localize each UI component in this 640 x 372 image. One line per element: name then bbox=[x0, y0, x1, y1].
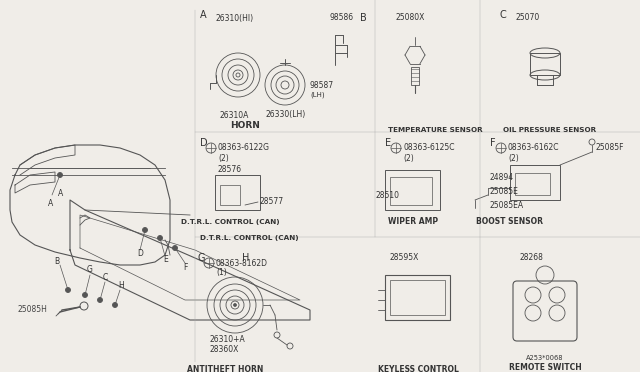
Text: 28595X: 28595X bbox=[390, 253, 419, 263]
Circle shape bbox=[113, 302, 118, 308]
Text: 25070: 25070 bbox=[515, 13, 540, 22]
Text: ANTITHEFT HORN: ANTITHEFT HORN bbox=[187, 366, 263, 372]
Text: D: D bbox=[200, 138, 207, 148]
Text: F: F bbox=[183, 263, 188, 272]
Text: 26330(LH): 26330(LH) bbox=[265, 110, 305, 119]
Text: (2): (2) bbox=[218, 154, 228, 163]
Text: E: E bbox=[385, 138, 391, 148]
Bar bbox=[390, 177, 432, 205]
Text: B: B bbox=[360, 13, 367, 23]
Text: 28268: 28268 bbox=[520, 253, 544, 263]
Text: (1): (1) bbox=[216, 269, 227, 278]
Bar bbox=[215, 175, 260, 210]
Text: C: C bbox=[103, 273, 108, 282]
Text: 98587: 98587 bbox=[310, 80, 334, 90]
Text: A253*0068: A253*0068 bbox=[526, 355, 564, 361]
Text: D.T.R.L. CONTROL (CAN): D.T.R.L. CONTROL (CAN) bbox=[180, 219, 279, 225]
Text: TEMPERATURE SENSOR: TEMPERATURE SENSOR bbox=[388, 127, 483, 133]
Text: D.T.R.L. CONTROL (CAN): D.T.R.L. CONTROL (CAN) bbox=[200, 235, 299, 241]
Text: 26310A: 26310A bbox=[220, 110, 250, 119]
Text: G: G bbox=[87, 266, 93, 275]
Text: 08363-8162D: 08363-8162D bbox=[216, 259, 268, 267]
Circle shape bbox=[58, 173, 63, 177]
Circle shape bbox=[83, 292, 88, 298]
Text: 26310(HI): 26310(HI) bbox=[215, 13, 253, 22]
Text: E: E bbox=[163, 256, 168, 264]
Text: 25080X: 25080X bbox=[395, 13, 424, 22]
Text: G: G bbox=[198, 253, 205, 263]
Text: OIL PRESSURE SENSOR: OIL PRESSURE SENSOR bbox=[503, 127, 596, 133]
Text: H: H bbox=[118, 282, 124, 291]
Circle shape bbox=[234, 304, 237, 307]
Circle shape bbox=[97, 298, 102, 302]
Text: B: B bbox=[54, 257, 59, 266]
Text: 08363-6162C: 08363-6162C bbox=[508, 144, 559, 153]
Text: 08363-6125C: 08363-6125C bbox=[403, 144, 454, 153]
Circle shape bbox=[157, 235, 163, 241]
Bar bbox=[515, 173, 550, 195]
Text: D: D bbox=[137, 250, 143, 259]
Text: (2): (2) bbox=[403, 154, 413, 163]
Text: 08363-6122G: 08363-6122G bbox=[218, 144, 270, 153]
Circle shape bbox=[143, 228, 147, 232]
Text: C: C bbox=[500, 10, 507, 20]
Bar bbox=[385, 170, 440, 210]
Text: WIPER AMP: WIPER AMP bbox=[388, 218, 438, 227]
Text: A: A bbox=[48, 199, 53, 208]
Text: 28576: 28576 bbox=[218, 166, 242, 174]
Text: REMOTE SWITCH: REMOTE SWITCH bbox=[509, 362, 581, 372]
Text: H: H bbox=[242, 253, 250, 263]
Bar bbox=[390, 280, 445, 315]
Text: 24894: 24894 bbox=[490, 173, 514, 183]
Text: HORN: HORN bbox=[230, 121, 260, 129]
Bar bbox=[530, 53, 560, 75]
Text: A: A bbox=[200, 10, 207, 20]
Text: KEYLESS CONTROL: KEYLESS CONTROL bbox=[378, 366, 458, 372]
Text: 98586: 98586 bbox=[330, 13, 354, 22]
Text: 26310+A: 26310+A bbox=[210, 336, 246, 344]
Circle shape bbox=[65, 288, 70, 292]
Text: A: A bbox=[58, 189, 63, 199]
Bar bbox=[510, 165, 560, 200]
Text: 25085H: 25085H bbox=[18, 305, 48, 314]
Bar bbox=[385, 275, 450, 320]
Text: BOOST SENSOR: BOOST SENSOR bbox=[477, 218, 543, 227]
Text: 25085E: 25085E bbox=[490, 187, 519, 196]
Circle shape bbox=[173, 246, 177, 250]
Text: 25085EA: 25085EA bbox=[490, 201, 524, 209]
Bar bbox=[220, 185, 240, 205]
Text: 28577: 28577 bbox=[260, 198, 284, 206]
Text: (2): (2) bbox=[508, 154, 519, 163]
Text: F: F bbox=[490, 138, 495, 148]
Bar bbox=[411, 67, 419, 85]
Text: (LH): (LH) bbox=[310, 92, 324, 98]
Text: 25085F: 25085F bbox=[595, 144, 623, 153]
Text: 28510: 28510 bbox=[375, 190, 399, 199]
Text: 28360X: 28360X bbox=[210, 346, 239, 355]
